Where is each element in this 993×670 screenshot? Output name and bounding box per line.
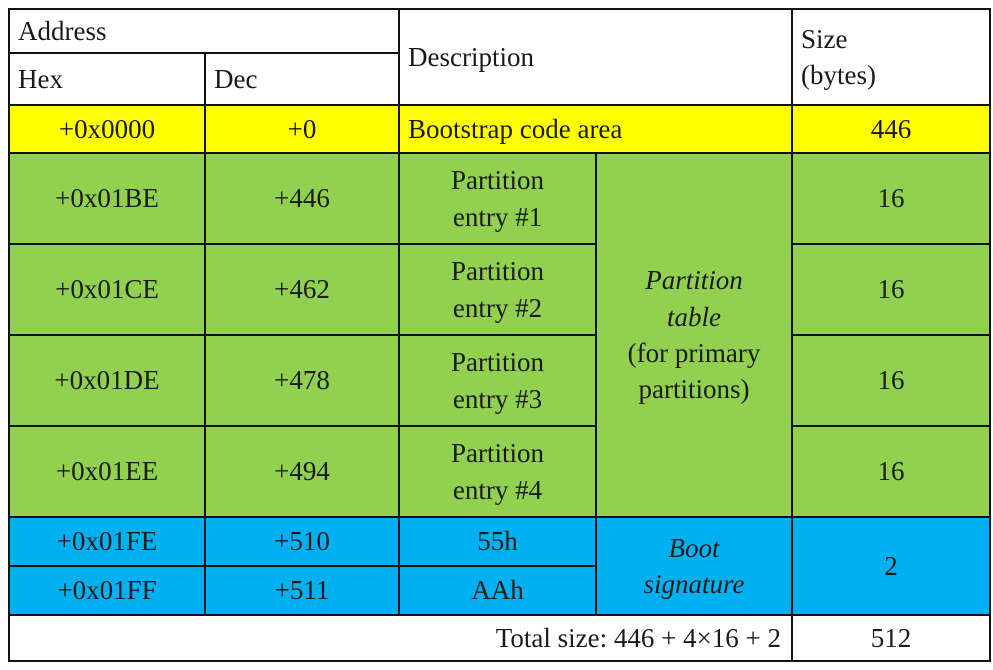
description-line: entry #3 <box>452 383 543 414</box>
dec-cell: +462 <box>204 243 400 336</box>
dec-cell: +446 <box>204 152 400 245</box>
size-header: Size (bytes) <box>791 8 992 106</box>
size-cell: 446 <box>791 104 992 154</box>
description-line: entry #2 <box>452 292 543 323</box>
dec-header: Dec <box>204 52 400 106</box>
size-header-unit: (bytes) <box>801 60 876 90</box>
description-cell: Partition entry #2 <box>398 243 597 336</box>
description-cell: Partition entry #4 <box>398 425 597 518</box>
description-cell: Bootstrap code area <box>397 104 794 154</box>
description-line: Partition <box>451 256 544 287</box>
dec-cell: +494 <box>204 425 400 518</box>
group-label: table <box>667 301 721 332</box>
description-cell: Partition entry #3 <box>398 334 597 427</box>
dec-cell: +0 <box>204 104 400 154</box>
hex-cell: +0x01FF <box>8 565 206 616</box>
group-note: partitions) <box>638 374 750 405</box>
description-cell: 55h <box>398 516 597 567</box>
total-size-label: Total size: 446 + 4×16 + 2 <box>7 614 794 662</box>
description-line: entry #1 <box>452 201 543 232</box>
size-cell: 16 <box>791 334 992 427</box>
size-cell: 16 <box>791 243 992 336</box>
boot-signature-group: Boot signature <box>594 516 794 616</box>
group-label: Partition <box>645 265 743 296</box>
description-line: Partition <box>451 438 544 469</box>
size-cell: 16 <box>791 425 992 518</box>
address-header: Address <box>8 8 400 53</box>
hex-header: Hex <box>8 52 206 106</box>
partition-table-group: Partition table (for primary partitions) <box>594 152 794 518</box>
description-cell: AAh <box>398 565 597 616</box>
dec-cell: +511 <box>204 565 400 616</box>
hex-cell: +0x01EE <box>8 425 206 518</box>
total-size-value: 512 <box>791 614 992 662</box>
dec-cell: +478 <box>204 334 400 427</box>
hex-cell: +0x01CE <box>8 243 206 336</box>
description-cell: Partition entry #1 <box>398 152 597 245</box>
hex-cell: +0x01BE <box>8 152 206 245</box>
group-label: Boot <box>668 532 720 563</box>
description-header: Description <box>397 8 794 106</box>
group-note: (for primary <box>627 338 761 368</box>
hex-cell: +0x0000 <box>8 104 206 154</box>
hex-cell: +0x01DE <box>8 334 206 427</box>
description-line: Partition <box>451 165 544 196</box>
description-line: Partition <box>451 347 544 378</box>
size-cell: 16 <box>791 152 992 245</box>
size-header-label: Size <box>801 23 848 54</box>
dec-cell: +510 <box>204 516 400 567</box>
size-cell: 2 <box>791 516 992 616</box>
hex-cell: +0x01FE <box>8 516 206 567</box>
group-label: signature <box>643 569 745 599</box>
mbr-layout-table: Address Description Size (bytes) Hex Dec … <box>7 8 992 662</box>
description-line: entry #4 <box>452 474 543 505</box>
